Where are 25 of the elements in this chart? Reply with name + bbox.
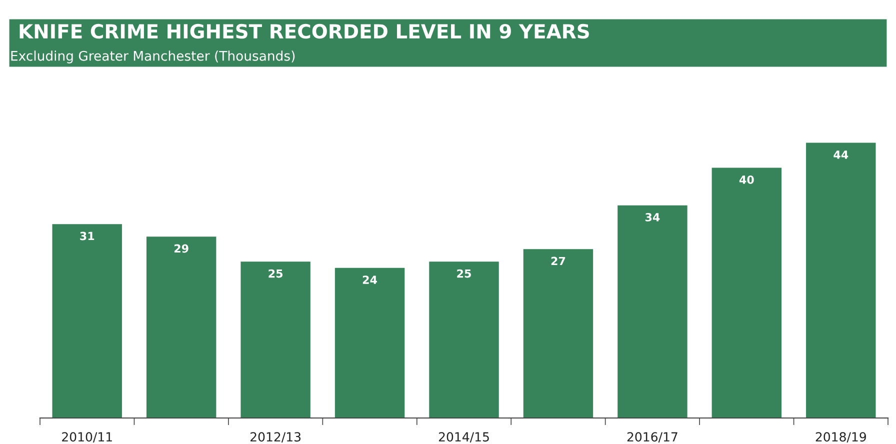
bar [146,236,216,418]
data-label: 25 [268,269,283,278]
bar [429,262,499,418]
bar [618,205,688,418]
data-label: 40 [739,175,754,184]
x-tick-label: 2012/13 [250,432,301,443]
data-label: 27 [551,256,566,266]
bar [806,142,876,418]
data-label: 29 [174,244,188,253]
x-tick-label: 2014/15 [438,432,489,443]
bar [523,249,594,418]
bar [52,224,122,418]
x-tick-label: 2018/19 [816,432,866,443]
data-label: 24 [362,276,377,284]
x-tick-label: 2016/17 [627,432,678,443]
bar [334,268,405,418]
chart-title: KNIFE CRIME HIGHEST RECORDED LEVEL IN 9 YEARS [20,24,589,39]
data-label: 25 [457,269,471,278]
data-label: 44 [834,150,848,159]
data-label: 31 [80,232,94,240]
chart-subtitle: Excluding Greater Manchester (Thousands) [11,50,295,64]
bar [712,168,782,418]
bar [240,262,310,418]
x-tick-label: 2010/11 [62,432,112,443]
data-label: 34 [645,213,660,222]
